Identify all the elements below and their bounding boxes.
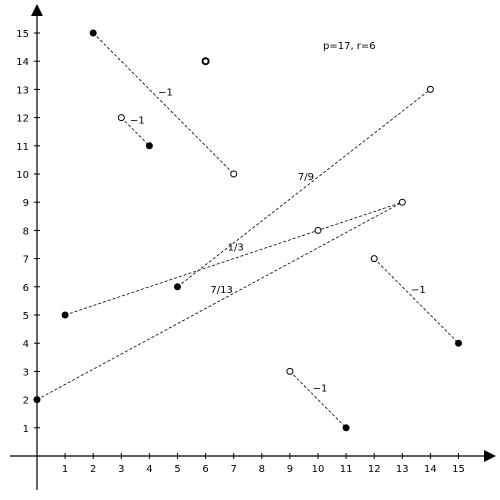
data-point [455, 339, 462, 347]
x-tick-label: 13 [396, 464, 409, 475]
x-tick-label: 2 [90, 464, 96, 475]
y-tick-label: 12 [16, 114, 29, 125]
data-point [426, 85, 434, 93]
y-tick-label: 4 [23, 339, 29, 350]
y-tick-label: 9 [23, 198, 29, 209]
data-point [89, 29, 97, 37]
x-tick-label: 12 [368, 464, 381, 475]
segment-labels: −1 −1 7/9 1/3 7/13 −1 −1 [130, 88, 426, 395]
x-tick-label: 7 [231, 464, 237, 475]
x-tick-label: 1 [62, 464, 68, 475]
x-tick-label: 8 [259, 464, 265, 475]
data-point [398, 198, 406, 206]
x-tick-label: 5 [174, 464, 180, 475]
data-point [342, 424, 350, 432]
x-tick-label: 10 [312, 464, 325, 475]
points [33, 29, 462, 432]
data-point [174, 283, 181, 291]
chart-title: p=17, r=6 [323, 41, 376, 52]
y-tick-label: 7 [23, 255, 29, 266]
data-point [201, 57, 210, 66]
data-point [370, 255, 378, 263]
segment-label: 1/3 [228, 243, 244, 254]
x-tick-label: 9 [287, 464, 293, 475]
x-tick-label: 14 [424, 464, 437, 475]
segment-label: −1 [158, 88, 173, 99]
data-point [145, 142, 153, 150]
data-point [117, 114, 125, 122]
segment-label: −1 [313, 384, 328, 395]
y-tick-label: 14 [16, 57, 29, 68]
dashed-segment [121, 117, 150, 147]
data-point [61, 311, 69, 319]
data-point [314, 226, 322, 234]
axes [10, 4, 496, 490]
y-tick-label: 10 [16, 170, 29, 181]
dashed-segment [373, 258, 459, 344]
x-tick-label: 4 [146, 464, 152, 475]
segment-label: −1 [411, 285, 426, 296]
x-tick-label: 11 [340, 464, 353, 475]
y-tick-label: 3 [23, 367, 29, 378]
segment-label: −1 [130, 116, 145, 127]
dashed-segment [177, 89, 431, 288]
segment-label: 7/13 [210, 285, 232, 296]
dashed-segment [64, 201, 403, 316]
y-tick-label: 1 [23, 424, 29, 435]
tick-labels: 1 2 3 4 5 6 7 8 9 10 11 12 13 14 151234567891011121314… [16, 29, 465, 475]
x-tick-label: 6 [202, 464, 208, 475]
segment-label: 7/9 [298, 172, 314, 183]
data-point [33, 396, 41, 404]
segments [36, 32, 459, 429]
x-tick-label: 3 [118, 464, 124, 475]
y-tick-label: 13 [16, 85, 29, 96]
y-tick-label: 6 [23, 283, 29, 294]
y-tick-label: 2 [23, 396, 29, 407]
y-tick-label: 8 [23, 226, 29, 237]
data-point [286, 367, 294, 375]
dashed-segment [92, 32, 234, 175]
data-point [230, 170, 238, 178]
y-tick-label: 5 [23, 311, 29, 322]
x-tick-label: 15 [452, 464, 465, 475]
y-tick-label: 15 [16, 29, 29, 40]
dashed-segment [289, 371, 347, 429]
y-tick-label: 11 [16, 142, 29, 153]
dashed-segment [36, 201, 403, 400]
